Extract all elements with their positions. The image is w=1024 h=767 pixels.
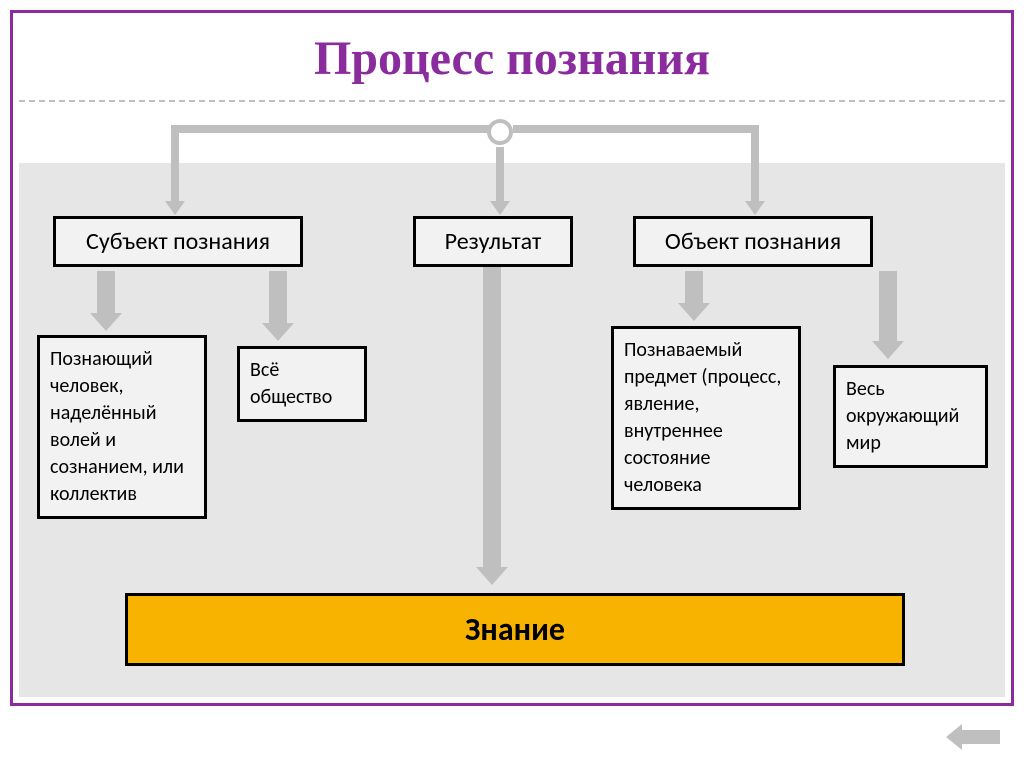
connector-to-subject-arrow [165,201,185,215]
slide-frame: Процесс познания Субъект познания Резуль… [10,10,1014,706]
connector-to-object-arrow [745,201,765,215]
box-world: Весь окружающий мир [833,365,988,468]
box-person-text: Познающий человек, наделённый волей и со… [50,347,184,506]
connector-to-subject-h [171,125,489,133]
connector-to-result-arrow [490,201,510,215]
box-knowledge: Знание [125,593,905,666]
arrow-object-to-item [685,271,703,305]
prev-slide-arrow[interactable] [960,730,1000,744]
box-society: Всё общество [237,346,367,422]
slide-title: Процесс познания [13,13,1011,100]
box-person: Познающий человек, наделённый волей и со… [37,335,207,519]
box-result-label: Результат [445,227,542,256]
box-society-text: Всё общество [250,358,332,409]
box-world-text: Весь окружающий мир [846,377,959,455]
arrow-subject-to-person [97,271,115,315]
box-item: Познаваемый предмет (процесс, явление, в… [611,326,801,510]
box-knowledge-label: Знание [465,610,565,649]
box-object: Объект познания [633,216,873,267]
connector-to-object-h [513,125,759,133]
box-subject: Субъект познания [53,216,303,267]
box-result: Результат [413,216,573,267]
box-item-text: Познаваемый предмет (процесс, явление, в… [624,338,781,497]
divider [19,100,1005,102]
arrow-object-to-world [879,271,897,343]
arrow-subject-to-society [269,271,287,325]
box-subject-label: Субъект познания [86,227,270,256]
connector-to-object-v [751,125,759,203]
connector-to-result-v [496,147,504,203]
connector-to-subject-v [171,125,179,203]
box-object-label: Объект познания [665,227,841,256]
connector-origin-circle [487,119,513,145]
arrow-result-to-knowledge [483,267,501,569]
